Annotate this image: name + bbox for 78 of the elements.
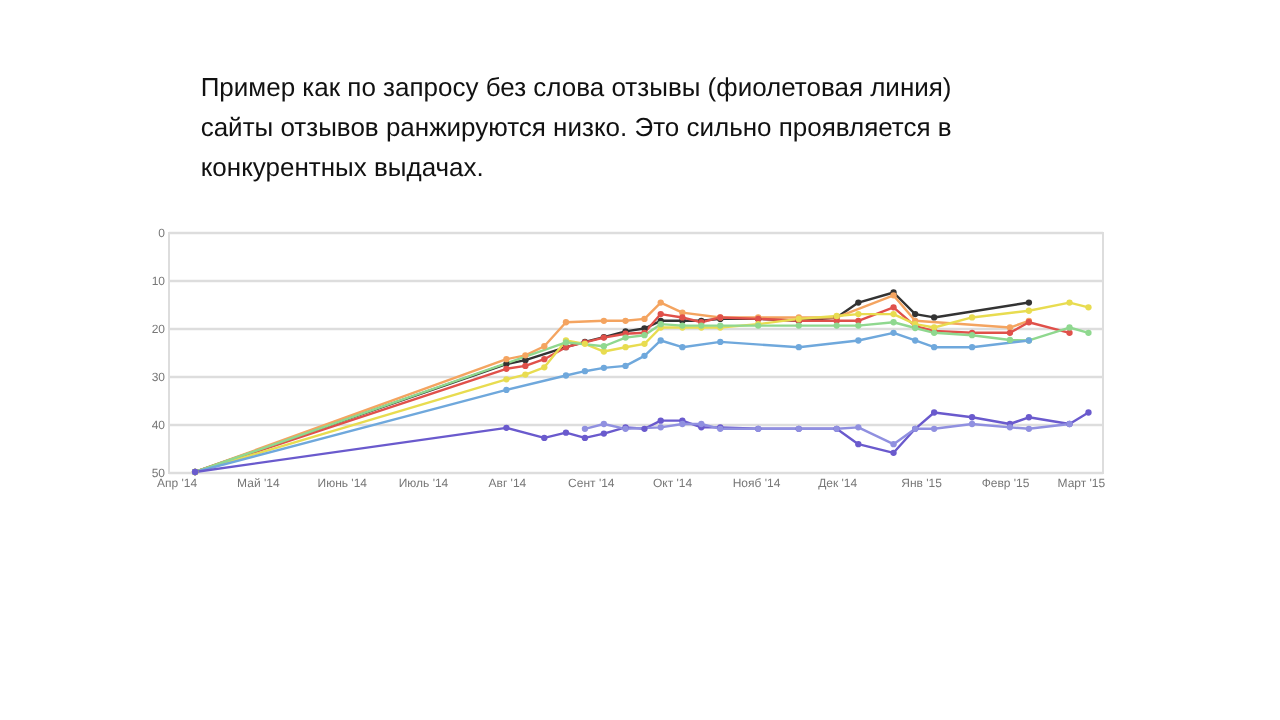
point xyxy=(855,424,862,431)
point xyxy=(890,441,897,448)
point xyxy=(562,429,570,436)
point xyxy=(641,352,648,359)
point xyxy=(890,319,897,326)
point xyxy=(1006,324,1014,331)
point xyxy=(890,449,897,456)
point xyxy=(795,322,802,329)
point xyxy=(541,364,548,371)
point xyxy=(641,315,648,323)
point xyxy=(912,337,919,344)
point xyxy=(641,425,648,432)
point xyxy=(890,310,897,318)
point xyxy=(600,343,608,350)
point xyxy=(968,420,976,428)
point xyxy=(930,425,938,432)
point xyxy=(503,365,510,372)
point xyxy=(890,304,897,311)
point xyxy=(855,310,862,318)
point xyxy=(1085,409,1092,416)
point xyxy=(503,376,510,383)
point xyxy=(541,356,548,363)
point xyxy=(1066,324,1073,331)
point xyxy=(541,434,548,442)
point xyxy=(522,371,529,378)
point xyxy=(968,414,976,421)
point xyxy=(912,310,919,318)
point xyxy=(581,434,589,442)
point xyxy=(833,322,840,329)
point xyxy=(657,337,664,344)
point xyxy=(1025,307,1033,314)
point xyxy=(930,314,938,321)
point xyxy=(1085,304,1092,311)
point xyxy=(522,352,529,359)
point xyxy=(1066,329,1073,336)
point xyxy=(600,420,608,428)
point xyxy=(657,424,664,431)
point xyxy=(1006,336,1014,344)
point xyxy=(855,337,862,344)
point xyxy=(503,356,510,363)
point xyxy=(657,417,664,424)
point xyxy=(717,338,724,346)
point xyxy=(600,317,608,324)
point xyxy=(657,310,664,318)
point xyxy=(600,430,608,437)
point xyxy=(855,299,862,306)
point xyxy=(657,299,664,306)
point xyxy=(795,344,802,351)
point xyxy=(522,362,529,370)
point xyxy=(890,329,897,336)
point xyxy=(855,322,862,329)
point xyxy=(541,343,548,350)
point xyxy=(503,424,510,431)
chart-title: Пример как по запросу без слова отзывы (фиолетовая линия) сайты отзывов ранжируются низко. Это сильно проявляется в конкурентных выдачах. xyxy=(200,72,952,182)
point xyxy=(968,344,976,351)
point xyxy=(503,386,510,394)
point xyxy=(562,372,570,379)
point xyxy=(968,314,976,321)
point xyxy=(930,409,938,416)
point xyxy=(600,364,608,371)
point xyxy=(562,319,570,326)
point xyxy=(1085,329,1092,336)
point xyxy=(855,441,862,448)
point xyxy=(581,425,589,432)
point xyxy=(581,368,589,375)
point xyxy=(930,344,938,351)
point xyxy=(622,317,629,324)
point xyxy=(1066,299,1073,306)
point xyxy=(600,348,608,355)
point xyxy=(622,362,629,370)
point xyxy=(1006,329,1014,336)
point xyxy=(679,344,686,351)
point xyxy=(1025,414,1033,421)
point xyxy=(1025,425,1033,432)
point xyxy=(1025,299,1033,306)
point xyxy=(622,344,629,351)
point xyxy=(641,340,648,347)
point xyxy=(522,357,529,364)
